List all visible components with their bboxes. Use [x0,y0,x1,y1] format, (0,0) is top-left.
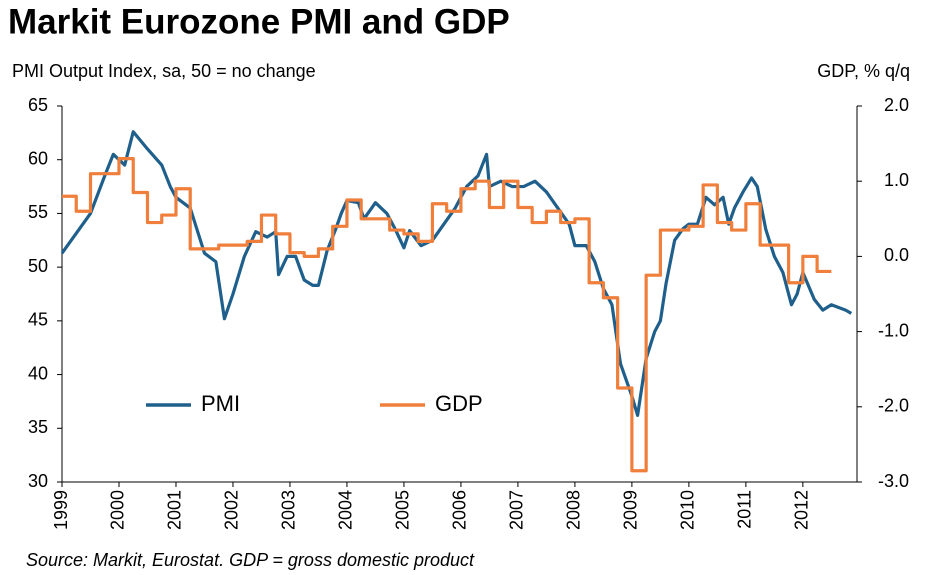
y2-tick-label: 0.0 [884,245,909,265]
x-tick-label: 2009 [621,490,641,530]
x-tick-label: 2010 [678,490,698,530]
legend-label: GDP [435,391,483,416]
x-tick-label: 2003 [279,490,299,530]
x-tick-label: 2000 [108,490,128,530]
x-tick-label: 2011 [735,490,755,529]
y2-tick-label: 1.0 [884,170,909,190]
chart-title: Markit Eurozone PMI and GDP [8,2,510,41]
y-axis-label: PMI Output Index, sa, 50 = no change [12,61,316,81]
source-note: Source: Markit, Eurostat. GDP = gross do… [26,550,475,570]
y-tick-label: 55 [28,202,48,222]
x-tick-label: 2002 [222,490,242,530]
y2-tick-label: -2.0 [878,396,909,416]
data-line [60,130,853,417]
x-tick-label: 2008 [564,490,584,530]
x-tick-label: 2007 [507,490,527,530]
y-tick-label: 40 [28,363,48,383]
y-tick-label: 60 [28,148,48,168]
data-line [62,157,832,473]
x-tick-label: 2005 [393,490,413,530]
y2-tick-label: 2.0 [884,95,909,115]
y2-tick-label: -1.0 [878,320,909,340]
y2-axis-label: GDP, % q/q [817,61,910,81]
y-tick-label: 65 [28,95,48,115]
x-tick-label: 2001 [165,490,185,530]
legend-label: PMI [201,391,240,416]
y-tick-label: 35 [28,417,48,437]
x-tick-label: 1999 [51,490,71,530]
x-tick-label: 2012 [792,490,812,530]
y-tick-label: 50 [28,256,48,276]
y-tick-label: 45 [28,310,48,330]
x-tick-label: 2004 [336,490,356,530]
y-tick-label: 30 [28,471,48,491]
x-tick-label: 2006 [450,490,470,530]
y2-tick-label: -3.0 [878,471,909,491]
